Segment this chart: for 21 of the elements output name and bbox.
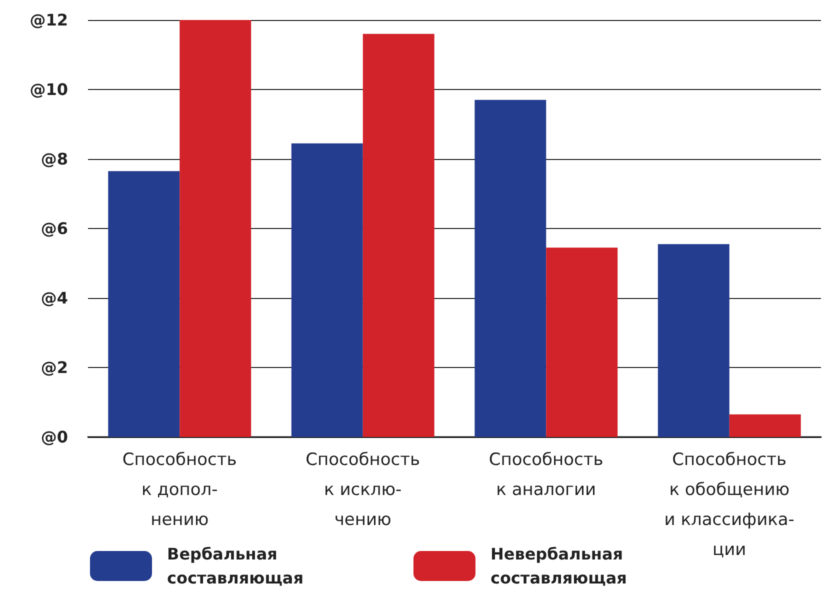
legend-label: Вербальная составляющая (167, 544, 304, 588)
y-tick-label: @6 (40, 219, 68, 238)
y-tick-label: @2 (40, 358, 68, 377)
x-tick-label: Способность к обобщению и классифика- ции (664, 450, 794, 560)
bar (180, 20, 252, 437)
bar (108, 171, 180, 437)
x-tick-label: Способность к аналогии (488, 450, 604, 500)
y-tick-label: @0 (40, 428, 68, 446)
y-tick-label: @4 (40, 288, 68, 308)
bar (729, 414, 801, 437)
x-tick-label: Способность к допол- нению (122, 450, 237, 530)
y-tick-label: @12 (30, 10, 68, 30)
bar (362, 34, 434, 437)
legend-label: Невербальная составляющая (490, 544, 627, 588)
bar (546, 248, 618, 437)
x-tick-label: Способность к исклю- чению (306, 450, 420, 530)
bar (474, 100, 546, 437)
y-tick-label: @8 (40, 150, 68, 168)
bar (658, 244, 730, 437)
y-tick-label: @10 (30, 80, 68, 99)
bar (291, 143, 363, 437)
